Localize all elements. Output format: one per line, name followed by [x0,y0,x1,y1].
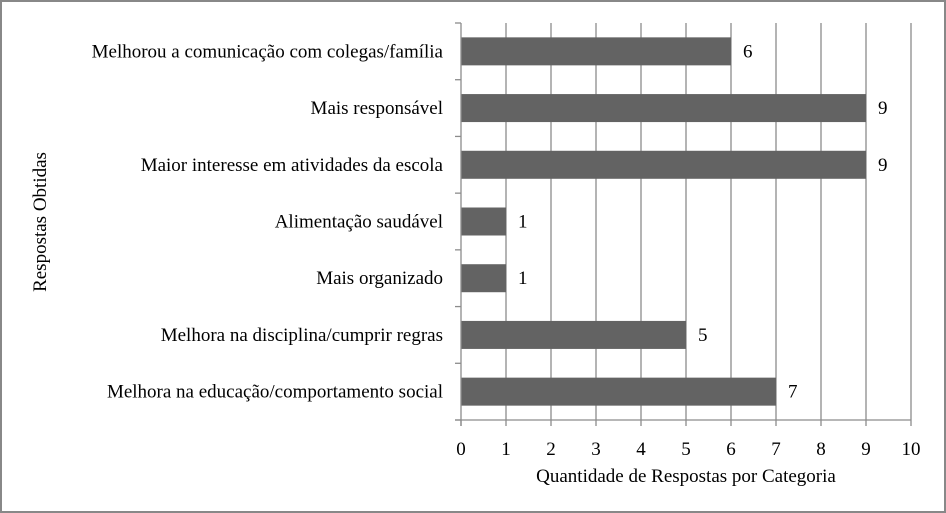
value-label: 1 [518,268,528,289]
category-label: Melhora na disciplina/cumprir regras [161,325,443,346]
x-tick-label: 3 [591,439,601,460]
x-axis-title: Quantidade de Respostas por Categoria [536,466,836,487]
value-label: 5 [698,325,708,346]
value-label: 7 [788,382,798,403]
bars [461,37,866,406]
category-labels: Melhorou a comunicação com colegas/famíl… [92,41,444,402]
x-tick-label: 0 [456,439,466,460]
bar [461,264,506,293]
category-label: Melhora na educação/comportamento social [107,382,443,403]
category-label: Alimentação saudável [275,212,443,233]
value-labels: 6 9 9 1 1 5 7 [518,41,888,402]
category-label: Mais responsável [311,98,443,119]
x-tick-label: 2 [546,439,556,460]
gridlines [505,23,912,420]
x-tick-label: 9 [861,439,871,460]
x-axis-ticks: 0 1 2 3 4 5 6 7 8 9 10 [456,420,921,460]
x-tick-label: 1 [501,439,511,460]
y-axis-title: Respostas Obtidas [30,152,51,292]
x-tick-label: 5 [681,439,691,460]
bar [461,377,776,406]
bar [461,150,866,179]
bar [461,94,866,123]
bar [461,207,506,236]
bar [461,320,686,349]
category-label: Maior interesse em atividades da escola [141,155,444,176]
x-tick-label: 7 [771,439,781,460]
category-label: Melhorou a comunicação com colegas/famíl… [92,41,444,62]
x-tick-label: 10 [902,439,921,460]
x-tick-label: 4 [636,439,646,460]
category-label: Mais organizado [316,268,443,289]
x-tick-label: 6 [726,439,736,460]
value-label: 6 [743,41,753,62]
value-label: 1 [518,212,528,233]
x-tick-label: 8 [816,439,826,460]
axes [455,22,911,426]
bar [461,37,731,66]
value-label: 9 [878,155,888,176]
value-label: 9 [878,98,888,119]
